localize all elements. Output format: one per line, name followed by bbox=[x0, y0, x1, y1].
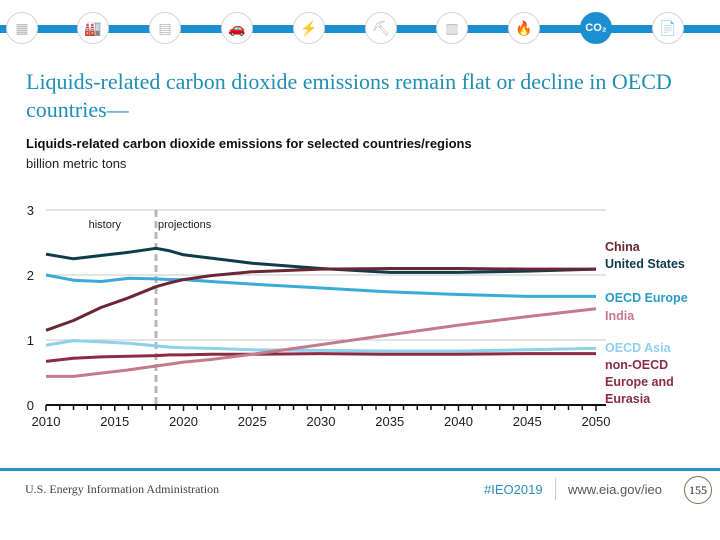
series-line-non-oecd-europe-and-eurasia bbox=[45, 352, 596, 363]
x-tick-label: 2020 bbox=[169, 414, 198, 429]
legend-label: China bbox=[605, 240, 641, 254]
industrial-icon[interactable]: 🏭 bbox=[77, 12, 109, 44]
x-tick-label: 2050 bbox=[582, 414, 611, 429]
legend-label: OECD Europe bbox=[605, 291, 688, 305]
coal-icon[interactable]: ⛏ bbox=[365, 12, 397, 44]
x-tick-label: 2015 bbox=[100, 414, 129, 429]
footer-url[interactable]: www.eia.gov/ieo bbox=[568, 482, 662, 497]
page-number: 155 bbox=[684, 476, 712, 504]
footer-hashtag[interactable]: #IEO2019 bbox=[484, 482, 543, 497]
co2-icon[interactable]: CO₂ bbox=[580, 12, 612, 44]
series-line-china bbox=[45, 267, 596, 332]
x-tick-label: 2045 bbox=[513, 414, 542, 429]
chart-subtitle: Liquids-related carbon dioxide emissions… bbox=[26, 136, 472, 151]
history-label: history bbox=[89, 219, 122, 231]
natural-gas-icon[interactable]: 🔥 bbox=[508, 12, 540, 44]
footer-separator bbox=[555, 478, 556, 500]
buildings-icon[interactable]: ▤ bbox=[149, 12, 181, 44]
legend-label: Eurasia bbox=[605, 392, 651, 406]
series-line-india bbox=[46, 307, 597, 378]
footer-divider bbox=[0, 468, 720, 471]
chart-units: billion metric tons bbox=[26, 156, 127, 171]
projections-label: projections bbox=[158, 219, 212, 231]
legend-label: Europe and bbox=[605, 375, 674, 389]
x-tick-label: 2030 bbox=[307, 414, 336, 429]
x-tick-label: 2010 bbox=[32, 414, 61, 429]
y-tick-label: 3 bbox=[27, 203, 34, 218]
slide-title: Liquids-related carbon dioxide emissions… bbox=[26, 69, 672, 122]
series-line-united-states bbox=[45, 246, 597, 274]
series-line-oecd-europe bbox=[45, 273, 596, 298]
electricity-icon[interactable]: ⚡ bbox=[293, 12, 325, 44]
x-tick-label: 2035 bbox=[375, 414, 404, 429]
y-tick-label: 0 bbox=[27, 398, 34, 413]
line-chart: 0 1 2 3 2010 2015 2020 2025 2030 2035 2040 2045 2050… bbox=[27, 203, 688, 429]
petroleum-icon[interactable]: ▥ bbox=[436, 12, 468, 44]
legend-label: non-OECD bbox=[605, 358, 668, 372]
transportation-icon[interactable]: 🚗 bbox=[221, 12, 253, 44]
nav-bar-line bbox=[0, 25, 720, 33]
documents-icon[interactable]: 📄 bbox=[652, 12, 684, 44]
topic-nav-bar: ▦ 🏭 ▤ 🚗 ⚡ ⛏ ▥ 🔥 CO₂ 📄 bbox=[0, 0, 720, 60]
y-tick-label: 2 bbox=[27, 268, 34, 283]
legend-label: OECD Asia bbox=[605, 341, 672, 355]
all-sectors-icon[interactable]: ▦ bbox=[6, 12, 38, 44]
x-tick-label: 2025 bbox=[238, 414, 267, 429]
x-tick-label: 2040 bbox=[444, 414, 473, 429]
legend-label: India bbox=[605, 309, 635, 323]
series-line-oecd-asia bbox=[45, 339, 597, 353]
footer-organization: U.S. Energy Information Administration bbox=[25, 482, 220, 496]
legend-label: United States bbox=[605, 257, 685, 271]
y-tick-label: 1 bbox=[27, 333, 34, 348]
